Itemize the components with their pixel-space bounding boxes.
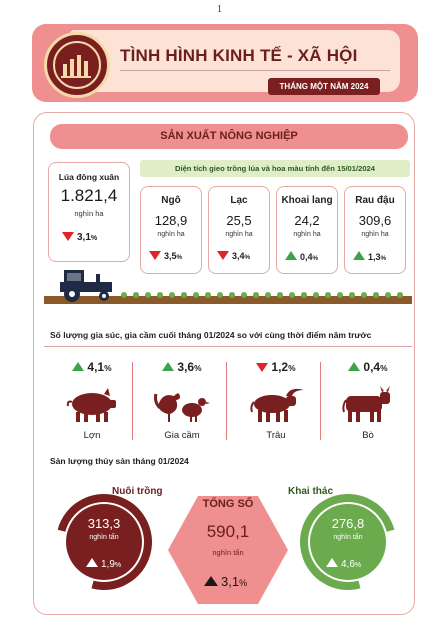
section-divider xyxy=(44,346,412,347)
crop-card-corn: Ngô 128,9 nghìn ha 3,5% xyxy=(140,186,202,274)
crop-value: 25,5 xyxy=(226,213,252,228)
total-fishery-hexagon xyxy=(168,496,288,604)
livestock-item-cow: 0,4% Bò xyxy=(324,360,412,441)
crop-change: 1,3% xyxy=(353,251,386,262)
column-divider xyxy=(320,362,321,440)
up-arrow-icon xyxy=(326,558,338,567)
up-arrow-icon xyxy=(86,558,98,567)
crop-change: 3,4% xyxy=(217,251,250,261)
crop-unit: nghìn ha xyxy=(293,231,321,238)
rice-stat-card xyxy=(48,162,130,262)
livestock-change: 0,4% xyxy=(324,360,412,374)
livestock-item-poultry: 3,6% Gia cầm xyxy=(138,360,226,441)
rice-unit: nghìn ha xyxy=(74,209,104,218)
down-arrow-icon xyxy=(149,251,161,260)
capture-change: 4,6% xyxy=(326,558,361,570)
fishery-section-title: Sản lượng thủy sản tháng 01/2024 xyxy=(50,456,189,466)
agriculture-section-title: SẢN XUẤT NÔNG NGHIỆP xyxy=(50,124,408,149)
rice-label: Lúa đông xuân xyxy=(58,172,120,182)
capture-label: Khai thác xyxy=(288,486,334,497)
total-fishery-change: 3,1% xyxy=(204,574,247,589)
total-fishery-value: 590,1 xyxy=(206,522,250,541)
rice-change: 3,1% xyxy=(62,232,97,243)
livestock-change: 4,1% xyxy=(48,360,136,374)
down-arrow-icon xyxy=(256,363,269,372)
tractor-icon xyxy=(60,270,112,302)
crop-label: Rau đậu xyxy=(355,195,395,206)
down-arrow-icon xyxy=(62,232,74,241)
crop-value: 128,9 xyxy=(154,213,188,228)
capture-circle xyxy=(310,504,386,580)
down-arrow-icon xyxy=(217,251,229,260)
livestock-change: 1,2% xyxy=(232,360,320,374)
capture-value: 276,8 xyxy=(331,516,365,531)
up-arrow-icon xyxy=(353,251,365,260)
crop-card-peanut: Lạc 25,5 nghìn ha 3,4% xyxy=(208,186,270,274)
column-divider xyxy=(226,362,227,440)
livestock-label: Lợn xyxy=(83,430,101,441)
crop-card-vegetables: Rau đậu 309,6 nghìn ha 1,3% xyxy=(344,186,406,274)
crop-unit: nghìn ha xyxy=(225,231,253,238)
farm-field-icon xyxy=(44,292,412,304)
up-arrow-icon xyxy=(348,362,361,371)
capture-unit: nghìn tấn xyxy=(333,534,363,541)
crop-value: 24,2 xyxy=(294,213,320,228)
page-subtitle: THÁNG MỘT NĂM 2024 xyxy=(268,78,380,95)
cow-icon xyxy=(342,386,390,422)
rice-value: 1.821,4 xyxy=(60,186,118,205)
livestock-change: 3,6% xyxy=(138,360,226,374)
title-divider xyxy=(120,70,390,71)
main-content-frame xyxy=(33,112,415,615)
column-divider xyxy=(132,362,133,440)
crop-change: 0,4% xyxy=(285,251,318,262)
pig-icon xyxy=(66,388,116,422)
up-arrow-icon xyxy=(285,251,297,260)
livestock-label: Trâu xyxy=(266,430,286,441)
crop-card-sweet-potato: Khoai lang 24,2 nghìn ha 0,4% xyxy=(276,186,338,274)
aquaculture-label: Nuôi trồng xyxy=(112,486,163,497)
aquaculture-value: 313,3 xyxy=(87,516,121,531)
livestock-label: Bò xyxy=(362,430,374,441)
crop-unit: nghìn ha xyxy=(361,231,389,238)
page-title: TÌNH HÌNH KINH TẾ - XÃ HỘI xyxy=(120,46,358,65)
aquaculture-change: 1,9% xyxy=(86,558,121,570)
buffalo-icon xyxy=(250,388,304,422)
crop-change: 3,5% xyxy=(149,251,182,261)
aquaculture-circle xyxy=(66,504,142,580)
livestock-item-buffalo: 1,2% Trâu xyxy=(232,360,320,441)
statistics-office-seal-icon xyxy=(44,32,110,98)
total-fishery-label: TỔNG SỐ xyxy=(202,498,254,510)
livestock-label: Gia cầm xyxy=(164,430,200,441)
poultry-icon xyxy=(154,393,210,422)
aquaculture-unit: nghìn tấn xyxy=(89,534,119,541)
up-arrow-icon xyxy=(204,576,218,586)
crop-label: Ngô xyxy=(161,195,181,206)
total-fishery-unit: nghìn tấn xyxy=(212,548,244,557)
crop-unit: nghìn ha xyxy=(157,231,185,238)
up-arrow-icon xyxy=(162,362,175,371)
planting-area-banner: Diện tích gieo trồng lúa và hoa màu tính… xyxy=(140,160,410,177)
crop-value: 309,6 xyxy=(358,213,392,228)
crop-label: Khoai lang xyxy=(281,195,333,206)
livestock-section-title: Số lượng gia súc, gia cầm cuối tháng 01/… xyxy=(50,330,372,340)
up-arrow-icon xyxy=(72,362,85,371)
page-number: 1 xyxy=(217,4,222,15)
livestock-item-pig: 4,1% Lợn xyxy=(48,360,136,441)
crop-label: Lạc xyxy=(230,195,248,206)
